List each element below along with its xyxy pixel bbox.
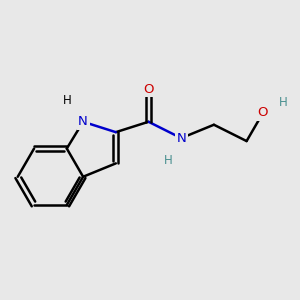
Text: N: N (176, 132, 186, 145)
Text: N: N (78, 115, 88, 128)
Text: O: O (258, 106, 268, 119)
Text: H: H (164, 154, 172, 167)
Text: H: H (62, 94, 71, 107)
Text: H: H (279, 96, 288, 109)
Text: O: O (143, 82, 154, 96)
